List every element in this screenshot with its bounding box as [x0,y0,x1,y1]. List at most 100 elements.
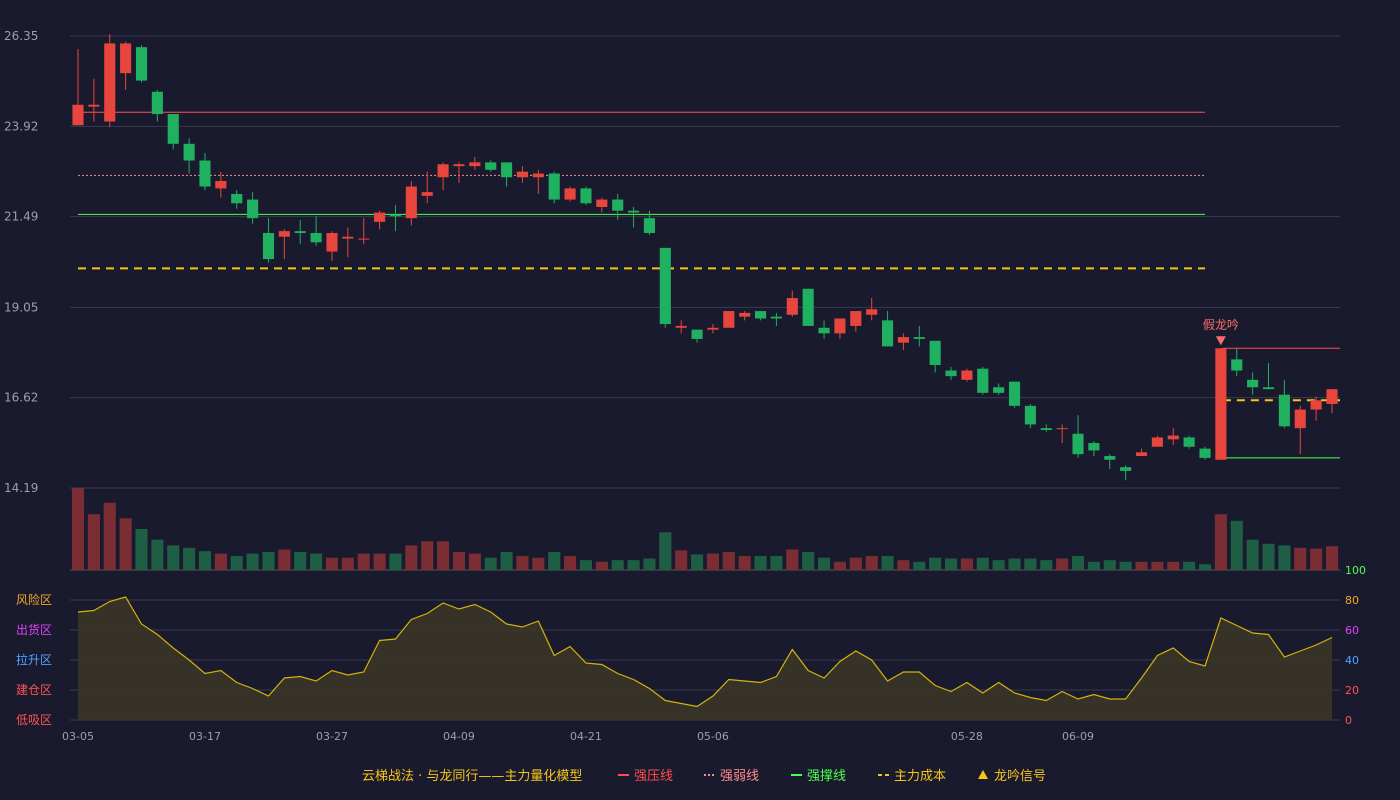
volume-bar [754,556,767,570]
legend-item-label: 龙吟信号 [994,768,1046,784]
x-tick-label: 04-09 [443,730,475,743]
volume-bar [1087,561,1100,570]
volume-bar [262,551,275,570]
volume-bar [103,502,116,570]
volume-bar [833,561,846,570]
volume-bar [691,554,704,570]
candle-body [167,114,179,144]
candle-body [215,180,227,189]
candle-body [485,162,497,170]
volume-bar [1310,548,1323,570]
volume-bar [817,557,831,570]
volume-bar [373,553,386,570]
candle-body [818,327,830,334]
y-tick-label: 23.92 [4,119,38,133]
indicator-zone-label: 出货区 [16,622,52,637]
candle-body [707,327,719,330]
indicator-zone-label: 风险区 [16,592,52,607]
volume-bar [722,551,735,570]
volume-bar [706,553,719,570]
candle-body [977,368,989,393]
indicator-tick-label: 100 [1345,564,1366,577]
indicator-tick-label: 0 [1345,714,1352,727]
volume-bar [1325,546,1339,570]
candle-body [659,247,671,325]
volume-bar [1151,561,1164,570]
candle-body [1040,428,1052,431]
candle-body [1088,443,1100,451]
candle-body [1262,387,1275,390]
volume-bar [151,539,164,570]
volume-bar [484,557,497,570]
candle-body [453,164,465,167]
y-tick-label: 19.05 [4,300,38,314]
candle-body [1135,452,1148,457]
volume-bar [1024,558,1037,570]
volume-bar [1008,558,1021,570]
candle-body [1056,428,1068,430]
indicator-tick-label: 20 [1345,684,1359,697]
candle-body [1310,400,1322,410]
candle-body [1215,348,1227,460]
y-tick-label: 21.49 [4,210,38,224]
volume-bar [611,560,624,570]
volume-bar [913,561,926,570]
volume-bar [1071,556,1085,570]
indicator-zone-label: 低吸区 [16,713,52,727]
candle-body [437,164,449,178]
candle-body [88,104,100,107]
x-tick-label: 03-17 [189,730,221,743]
candle-body [278,231,290,237]
legend-item-label: 强压线 [634,769,673,784]
candle-body [1008,381,1021,406]
candle-body [310,233,322,243]
x-tick-label: 05-28 [951,730,983,743]
legend-title: 云梯战法 · 与龙同行——主力量化模型 [362,769,582,784]
volume-bar [71,488,85,570]
volume-bar [786,549,799,570]
candle-body [389,214,402,217]
volume-bar [675,550,688,570]
candle-body [691,329,703,339]
candle-body [961,370,973,380]
candle-body [104,43,116,122]
candle-body [564,188,576,200]
volume-bar [230,556,243,570]
volume-bar [595,561,608,570]
volume-bar [944,558,958,570]
candle-body [1231,359,1243,371]
volume-bar [738,556,751,570]
candle-body [755,311,767,319]
candle-body [1072,433,1084,455]
volume-bar [246,553,259,570]
volume-bar [1135,561,1148,570]
candle-body [881,320,894,347]
volume-bar [119,518,132,570]
y-tick-label: 16.62 [4,391,38,405]
indicator-tick-label: 80 [1345,594,1359,607]
candle-body [1294,409,1306,429]
indicator-zone-label: 建仓区 [16,683,52,697]
candle-body [358,238,370,240]
candle-body [231,193,243,204]
volume-bar [452,551,466,570]
volume-bar [500,551,513,570]
candle-body [262,233,275,260]
volume-bar [325,557,339,570]
candle-body [739,312,751,317]
volume-bar [1167,561,1180,570]
candle-body [929,340,941,365]
candle-body [294,231,306,234]
candle-body [405,186,417,219]
volume-bar [87,514,100,570]
x-tick-label: 03-05 [62,730,94,743]
indicator-area [78,597,1332,720]
candle-body [342,236,354,239]
candle-body [770,316,782,319]
candle-body [374,212,386,222]
volume-bar [865,556,878,570]
volume-bar [1214,514,1227,570]
volume-bar [214,553,227,570]
candle-body [723,311,735,328]
candle-body [1104,456,1116,460]
